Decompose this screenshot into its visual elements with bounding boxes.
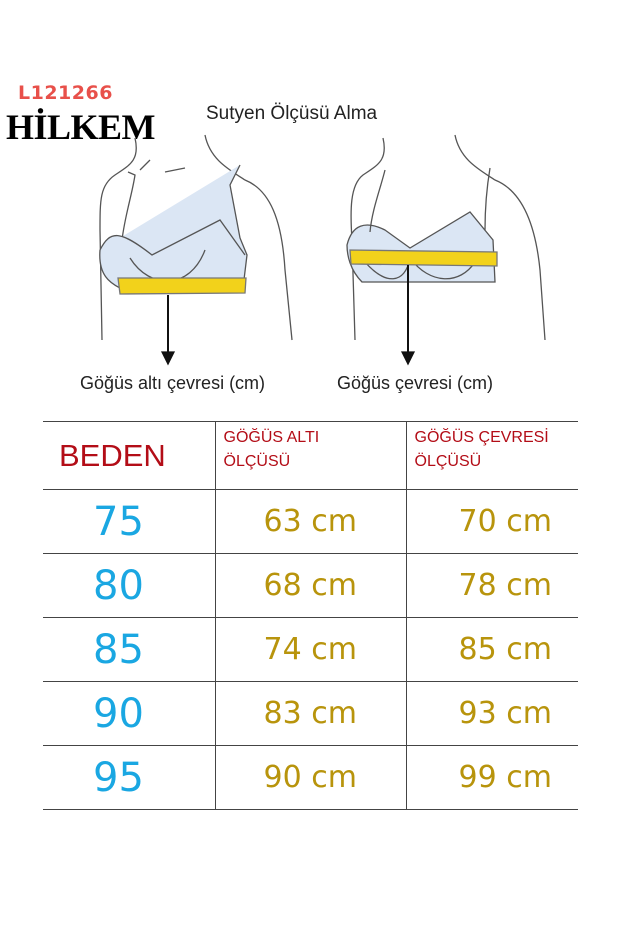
table-row: 75 63 cm 70 cm: [43, 489, 578, 554]
table-row: 85 74 cm 85 cm: [43, 617, 578, 682]
table-header-row: BEDEN GÖĞÜS ALTI ÖLÇÜSÜ GÖĞÜS ÇEVRESİ ÖLÇÜ…: [43, 421, 578, 490]
table-row: 95 90 cm 99 cm: [43, 745, 578, 810]
bust-caption: Göğüs çevresi (cm): [337, 373, 494, 393]
size-cell: 80: [43, 553, 215, 618]
underbust-cell: 83 cm: [214, 681, 406, 746]
underbust-cell: 68 cm: [214, 553, 406, 618]
bust-cell: 93 cm: [405, 681, 578, 746]
size-cell: 75: [43, 489, 215, 554]
bust-cell: 78 cm: [405, 553, 578, 618]
underbust-figure: [99, 134, 293, 366]
bust-cell: 70 cm: [405, 489, 578, 554]
underbust-caption: Göğüs altı çevresi (cm): [80, 373, 266, 393]
size-table: BEDEN GÖĞÜS ALTI ÖLÇÜSÜ GÖĞÜS ÇEVRESİ ÖLÇÜ…: [43, 421, 578, 810]
underbust-cell: 74 cm: [214, 617, 406, 682]
header-size: BEDEN: [43, 421, 215, 490]
header-line: ÖLÇÜSÜ: [223, 453, 291, 470]
bust-cell: 85 cm: [405, 617, 578, 682]
header-bust: GÖĞÜS ÇEVRESİ ÖLÇÜSÜ: [405, 421, 578, 490]
product-code: L121266: [18, 82, 113, 104]
header-underbust: GÖĞÜS ALTI ÖLÇÜSÜ: [214, 421, 406, 490]
brand-logo: HİLKEM: [6, 107, 156, 147]
measurement-illustration: [99, 134, 546, 366]
underbust-cell: 90 cm: [214, 745, 406, 810]
table-row: 80 68 cm 78 cm: [43, 553, 578, 618]
illustration-title: Sutyen Ölçüsü Alma: [206, 103, 378, 124]
size-cell: 85: [43, 617, 215, 682]
underbust-cell: 63 cm: [214, 489, 406, 554]
size-cell: 90: [43, 681, 215, 746]
bust-figure: [346, 134, 546, 366]
header-line: GÖĞÜS ALTI: [223, 429, 320, 446]
bust-cell: 99 cm: [405, 745, 578, 810]
table-row: 90 83 cm 93 cm: [43, 681, 578, 746]
header-line: ÖLÇÜSÜ: [414, 453, 482, 470]
size-cell: 95: [43, 745, 215, 810]
header-line: GÖĞÜS ÇEVRESİ: [414, 429, 549, 446]
